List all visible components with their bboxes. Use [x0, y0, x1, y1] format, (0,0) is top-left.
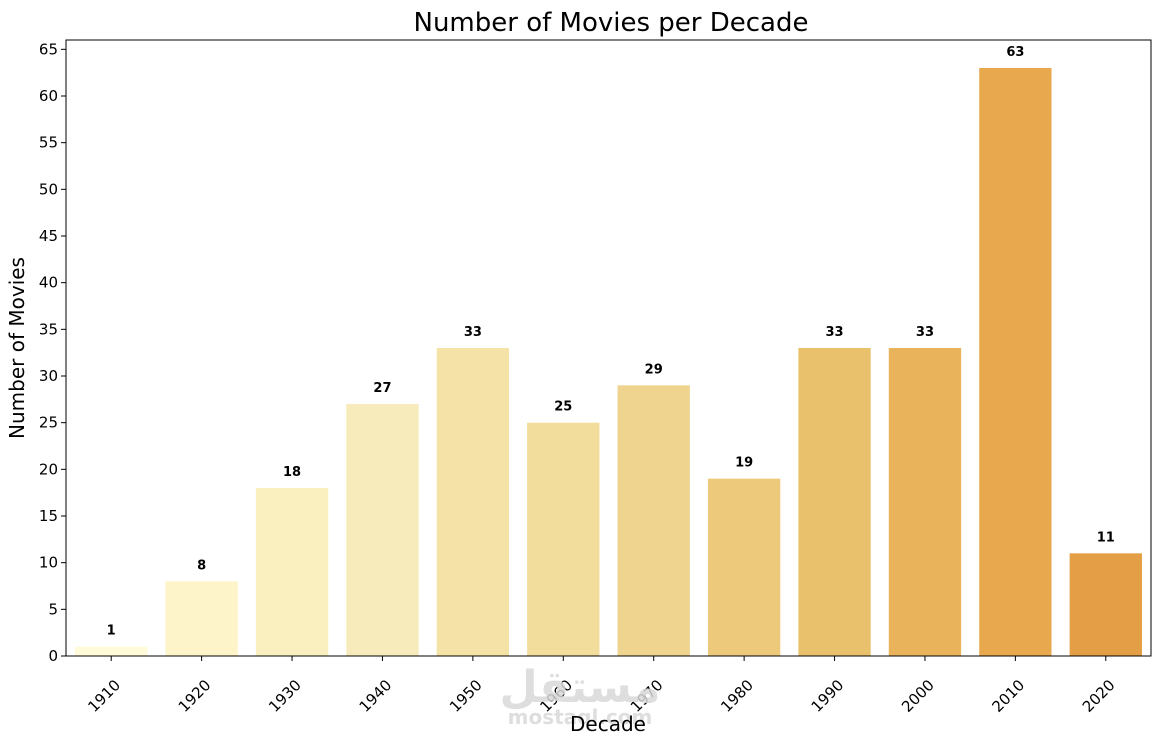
bar-1980: [707, 478, 781, 656]
bar-1910: [75, 646, 148, 656]
x-tick-label: 1930: [265, 676, 305, 716]
bar-value-label: 8: [197, 558, 206, 573]
bar-value-label: 33: [916, 325, 934, 340]
y-axis-title: Number of Movies: [5, 257, 29, 439]
plot-frame: [65, 39, 1152, 657]
x-tick-label: 2020: [1079, 676, 1119, 716]
bar-value-label: 11: [1097, 530, 1115, 545]
bar-value-label: 19: [735, 456, 753, 471]
y-tick-label: 10: [39, 554, 58, 572]
bar-value-label: 1: [107, 624, 116, 639]
bar-1970: [617, 385, 690, 656]
watermark: مستقل mostaql.com: [500, 662, 661, 729]
x-tick-label: 1980: [717, 676, 757, 716]
y-tick-label: 35: [39, 320, 58, 338]
y-tick-label: 5: [48, 600, 58, 618]
watermark-brand: مستقل: [500, 662, 661, 713]
x-tick-label: 1990: [808, 676, 848, 716]
bar-1920: [165, 581, 238, 656]
x-axis-title: Decade: [570, 712, 646, 736]
y-tick-label: 60: [39, 87, 58, 105]
y-axis: 0 5 10 15 20 25 30 35 40 45 50 55 60 65: [39, 40, 66, 665]
y-tick-label: 40: [39, 274, 58, 292]
bar-value-label: 29: [645, 362, 663, 377]
y-tick-label: 25: [39, 414, 58, 432]
y-tick-label: 30: [39, 367, 58, 385]
bar-1930: [255, 488, 329, 656]
chart-title: Number of Movies per Decade: [414, 8, 809, 38]
y-tick-label: 0: [48, 647, 58, 665]
y-tick-label: 50: [39, 180, 58, 198]
bar-1990: [798, 348, 871, 656]
bar-value-label: 25: [554, 400, 572, 415]
bars-group: [75, 68, 1142, 656]
bar-value-label: 63: [1006, 45, 1024, 60]
bar-1960: [527, 422, 600, 656]
bar-value-label: 18: [283, 465, 301, 480]
x-tick-label: 1940: [356, 676, 396, 716]
bar-2000: [888, 348, 962, 656]
bar-2010: [979, 68, 1052, 656]
y-tick-label: 55: [39, 134, 58, 152]
bar-2020: [1069, 553, 1142, 656]
bar-value-label: 33: [464, 325, 482, 340]
x-tick-label: 1950: [446, 676, 486, 716]
y-tick-label: 45: [39, 227, 58, 245]
bar-1950: [436, 348, 510, 656]
x-tick-label: 1910: [84, 676, 124, 716]
y-tick-label: 20: [39, 460, 58, 478]
bar-1940: [346, 404, 419, 656]
x-tick-label: 1920: [175, 676, 215, 716]
y-tick-label: 65: [39, 40, 58, 58]
x-tick-label: 2000: [898, 676, 938, 716]
y-tick-label: 15: [39, 507, 58, 525]
x-tick-label: 2010: [988, 676, 1028, 716]
watermark-domain: mostaql.com: [508, 705, 653, 729]
bar-value-label: 27: [373, 381, 391, 396]
bar-value-label: 33: [825, 325, 843, 340]
